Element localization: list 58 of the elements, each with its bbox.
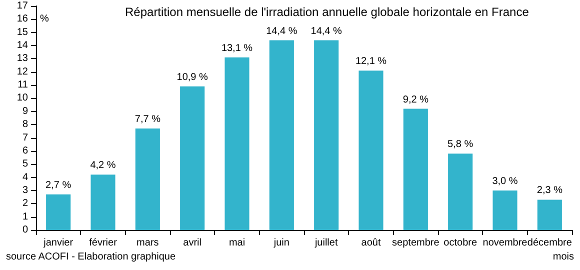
- data-label: 5,8 %: [448, 139, 474, 150]
- data-label: 14,4 %: [266, 26, 298, 37]
- bar: [314, 40, 339, 230]
- data-label: 12,1 %: [355, 56, 387, 68]
- data-label: 2,3 %: [536, 185, 563, 196]
- data-label: 7,7 %: [134, 114, 161, 126]
- y-tick-label: 16: [16, 14, 28, 25]
- x-tick-label: août: [361, 238, 381, 248]
- y-tick-label: 15: [16, 26, 28, 38]
- data-label: 10,9 %: [176, 72, 208, 83]
- data-label: 14,4 %: [310, 26, 342, 37]
- y-tick-label: 11: [18, 80, 28, 91]
- chart-title: Répartition mensuelle de l'irradiation annuelle globale horizontale en France: [125, 5, 530, 19]
- y-tick-label: 7: [22, 132, 28, 144]
- y-tick-label: 4: [22, 172, 28, 183]
- bar: [358, 70, 384, 230]
- bar: [269, 40, 294, 230]
- x-tick-label: juillet: [314, 238, 338, 248]
- x-tick-label: septembre: [392, 238, 440, 248]
- y-tick-label: 10: [16, 92, 28, 104]
- data-label: 3,0 %: [492, 176, 518, 187]
- bar: [90, 174, 116, 230]
- y-tick-label: 13: [16, 53, 28, 64]
- data-label: 9,2 %: [402, 94, 429, 106]
- y-tick-label: 3: [22, 184, 28, 196]
- bar: [403, 108, 428, 230]
- y-tick-label: 8: [22, 119, 28, 130]
- bar: [448, 154, 473, 230]
- y-axis-title: %: [40, 14, 49, 24]
- x-tick-label: février: [89, 238, 118, 248]
- y-tick-label: 12: [16, 66, 28, 78]
- y-tick-label: 17: [16, 0, 28, 12]
- bar: [135, 128, 160, 230]
- x-tick-label: avril: [183, 238, 202, 248]
- bar: [180, 86, 205, 230]
- y-tick-label: 5: [22, 158, 28, 170]
- x-axis-title: mois: [552, 252, 574, 262]
- x-tick-label: janvier: [42, 238, 74, 248]
- x-tick-label: mai: [228, 238, 246, 248]
- x-tick-label: mars: [136, 238, 159, 248]
- y-tick-label: 2: [22, 198, 28, 210]
- data-label: 4,2 %: [90, 160, 116, 172]
- x-tick-label: décembre: [527, 238, 572, 248]
- x-tick-label: octobre: [444, 238, 478, 248]
- x-tick-label: novembre: [482, 238, 528, 248]
- y-tick-label: 6: [22, 145, 28, 156]
- bar: [46, 194, 71, 230]
- bar: [224, 57, 250, 230]
- data-label: 2,7 %: [46, 180, 72, 191]
- bar: [492, 190, 518, 230]
- y-tick-label: 0: [22, 224, 28, 236]
- x-tick-label: juin: [272, 238, 290, 248]
- y-tick-label: 9: [22, 106, 28, 117]
- data-label: 13,1 %: [221, 42, 253, 54]
- y-tick-label: 14: [16, 40, 28, 52]
- source-note: source ACOFI - Elaboration graphique: [6, 252, 176, 262]
- bar: [537, 200, 562, 230]
- y-tick-label: 1: [22, 211, 28, 222]
